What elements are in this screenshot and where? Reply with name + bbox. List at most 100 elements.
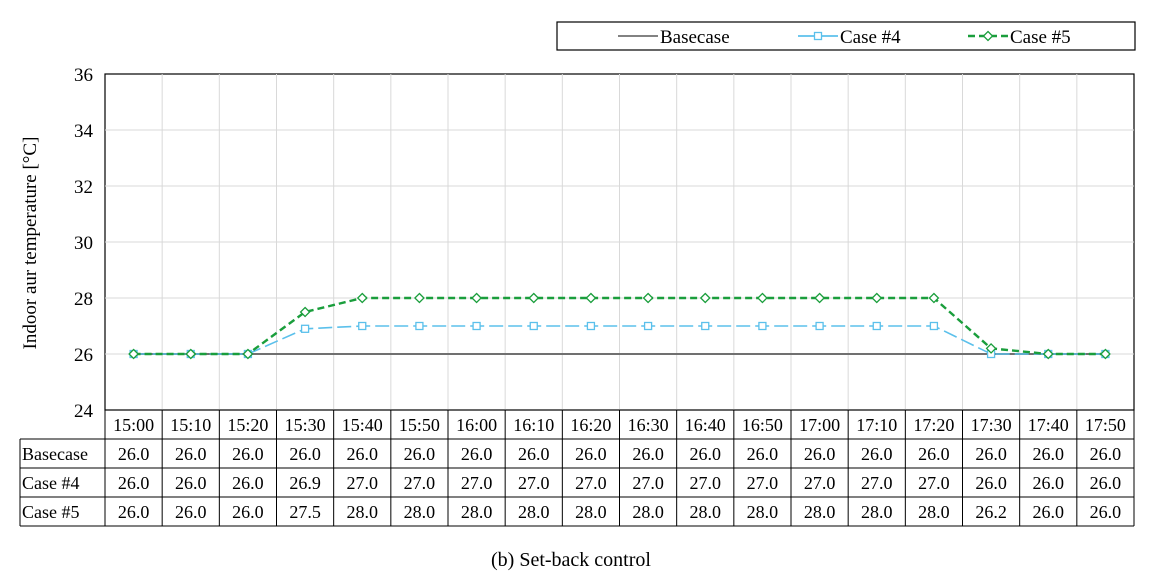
table-cell-value: 26.9 [289,473,321,493]
y-axis-ticks: 24 26 28 30 32 34 36 [74,65,94,422]
y-tick-label: 34 [74,121,94,142]
series-line-3 [133,296,1106,356]
table-cell-value: 28.0 [461,502,493,522]
table-cell-value: 28.0 [575,502,607,522]
data-point-square [815,321,824,331]
data-table: 15:00 15:10 15:20 15:30 15:40 15:50 16:00 16:10… [19,409,1135,527]
series-lines [128,292,1111,360]
data-point-diamond [128,348,140,360]
x-tick-label: 17:20 [913,415,954,435]
table-cell-value: 26.0 [1090,502,1122,522]
table-cell-value: 27.5 [289,502,321,522]
data-point-diamond [299,306,311,318]
data-point-diamond [1099,348,1111,360]
table-cell-value: 27.0 [747,473,779,493]
table-cell-value: 26.0 [289,444,321,464]
table-cell-value: 27.0 [461,473,493,493]
data-point-diamond [985,342,997,354]
table-cell-value: 26.2 [975,502,1007,522]
data-point-diamond [1042,348,1054,360]
data-point-diamond [814,292,826,304]
legend-label: Case #4 [840,27,901,48]
data-point-diamond [471,292,483,304]
y-tick-label: 24 [74,401,94,422]
table-cell-value: 28.0 [747,502,779,522]
data-point-diamond [528,292,540,304]
table-row-header: Case #4 [22,473,80,493]
data-point-square [929,321,939,331]
table-cell-value: 28.0 [918,502,950,522]
figure-caption: (b) Set-back control [491,549,651,571]
x-tick-label: 17:30 [971,415,1012,435]
table-cell-value: 26.0 [118,473,150,493]
legend: Basecase Case #4 Case #5 [556,21,1136,51]
data-point-square [358,321,367,331]
x-tick-label: 17:50 [1085,415,1126,435]
table-cell-value: 26.0 [690,444,722,464]
data-point-square [415,321,424,331]
table-cell-value: 26.0 [175,473,207,493]
data-point-diamond [585,292,597,304]
table-cell-value: 27.0 [861,473,893,493]
data-point-square [586,321,596,331]
y-tick-label: 26 [74,345,93,366]
x-tick-label: 15:10 [170,415,211,435]
table-cell-value: 26.0 [461,444,493,464]
data-point-diamond [699,292,711,304]
x-tick-label: 16:50 [742,415,783,435]
x-tick-label: 15:00 [113,415,154,435]
table-cell-value: 28.0 [347,502,379,522]
table-cell-value: 28.0 [404,502,436,522]
table-cell-value: 28.0 [632,502,664,522]
table-cell-value: 26.0 [118,444,150,464]
table-row-header: Case #5 [22,502,80,522]
table-row-header: Basecase [22,444,88,464]
table-cell-value: 27.0 [690,473,722,493]
table-cell-value: 27.0 [918,473,950,493]
y-tick-label: 32 [74,177,93,198]
x-tick-label: 15:50 [399,415,440,435]
x-tick-label: 16:10 [513,415,554,435]
x-tick-label: 16:40 [685,415,726,435]
table-cell-value: 26.0 [1033,502,1065,522]
data-point-square [529,321,538,331]
x-tick-label: 17:40 [1028,415,1069,435]
x-tick-label: 16:20 [570,415,611,435]
data-point-diamond [642,292,654,304]
data-point-square [472,321,481,331]
table-cell-value: 28.0 [804,502,836,522]
data-point-diamond [356,292,368,304]
table-cell-value: 26.0 [747,444,779,464]
data-point-diamond [413,292,425,304]
table-cell-value: 26.0 [347,444,379,464]
table-cell-value: 26.0 [1090,444,1122,464]
data-point-square [701,321,710,331]
x-tick-label: 16:30 [628,415,669,435]
data-point-square [300,324,310,333]
y-tick-label: 28 [74,289,93,310]
legend-swatch-marker [813,31,823,41]
table-cell-value: 27.0 [632,473,664,493]
table-cell-value: 26.0 [175,502,207,522]
table-cell-value: 26.0 [861,444,893,464]
table-cell-value: 28.0 [518,502,550,522]
legend-label: Case #5 [1010,27,1071,48]
data-point-square [758,321,767,331]
table-cell-value: 28.0 [690,502,722,522]
y-tick-label: 30 [74,233,93,254]
table-cell-value: 26.0 [575,444,607,464]
table-cell-value: 26.0 [232,502,264,522]
x-tick-label: 15:20 [227,415,268,435]
data-point-diamond [871,292,883,304]
y-tick-label: 36 [74,65,93,86]
table-cell-value: 27.0 [804,473,836,493]
data-point-diamond [242,348,254,360]
data-point-square [643,321,653,331]
table-cell-value: 26.0 [1033,444,1065,464]
x-tick-label: 17:10 [856,415,897,435]
table-cell-value: 26.0 [175,444,207,464]
table-cell-value: 26.0 [975,444,1007,464]
x-tick-label: 16:00 [456,415,497,435]
table-cell-value: 26.0 [518,444,550,464]
